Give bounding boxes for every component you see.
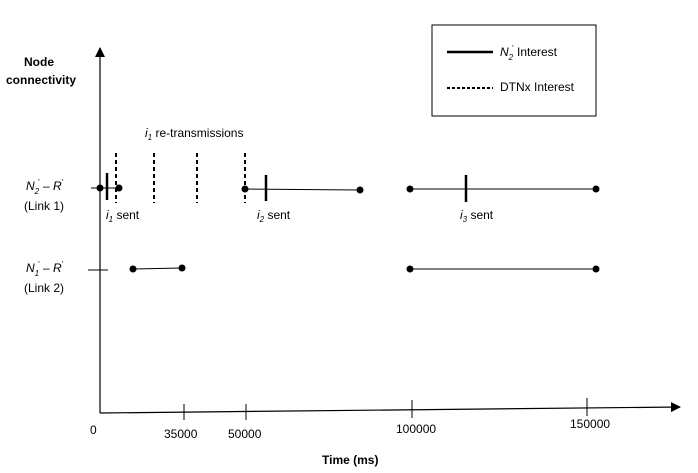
legend-dashed-label: DTNx Interest: [500, 80, 575, 94]
link1-name: N2' – R': [26, 178, 64, 196]
x-tick-label: 100000: [396, 422, 436, 436]
i2-sent-label: i2 sent: [257, 208, 291, 224]
x-axis-title: Time (ms): [322, 453, 378, 467]
link2-endpoint: [406, 265, 414, 273]
link1-endpoint: [592, 185, 600, 193]
legend-solid-label: N2' Interest: [500, 44, 558, 62]
i1-sent-label: i1 sent: [106, 208, 140, 224]
link1-segment: [244, 188, 361, 191]
link1-endpoint: [115, 184, 123, 192]
x-tick-label: 35000: [164, 427, 198, 441]
retransmissions-label: i1 re-transmissions: [145, 126, 243, 142]
y-axis-title-line1: Node: [24, 55, 54, 69]
link2-name: N1' – R': [26, 260, 64, 278]
x-tick-label: 150000: [570, 417, 610, 431]
i3-sent-label: i3 sent: [460, 208, 494, 224]
link2-endpoint: [129, 265, 137, 273]
x-tick-label: 0: [90, 423, 97, 437]
legend-box: [431, 24, 597, 117]
link2-endpoint: [592, 265, 600, 273]
link1-endpoint: [356, 186, 364, 194]
x-axis: [99, 402, 681, 414]
link1-endpoint: [406, 185, 414, 193]
link1-caption: (Link 1): [24, 199, 64, 213]
link2-segment: [132, 267, 183, 270]
link2-caption: (Link 2): [24, 281, 64, 295]
y-axis-title-line2: connectivity: [6, 73, 76, 87]
link2-endpoint: [178, 264, 186, 272]
link1-endpoint: [96, 184, 104, 192]
x-tick-label: 50000: [228, 427, 262, 441]
